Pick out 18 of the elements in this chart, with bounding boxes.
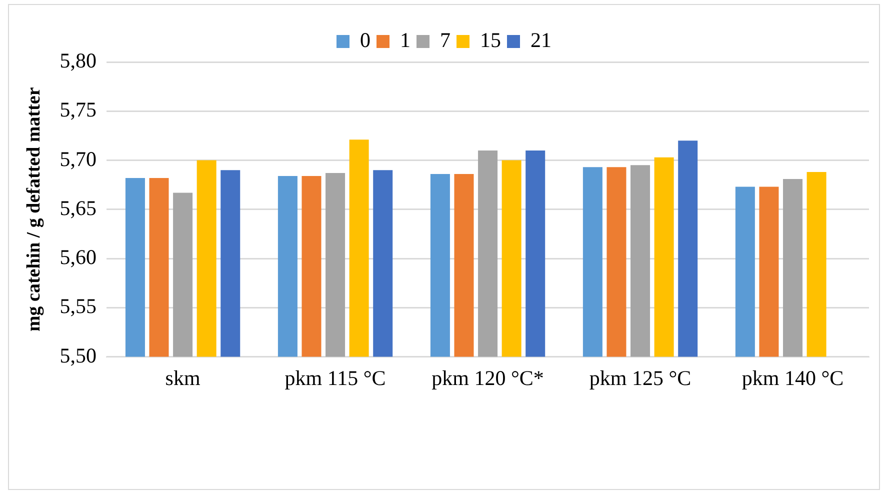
y-tick-label: 5,70 xyxy=(60,146,97,171)
x-tick-label: pkm 140 °C xyxy=(742,366,844,390)
legend-label: 1 xyxy=(400,28,410,52)
y-tick-label: 5,55 xyxy=(60,294,97,318)
y-tick-label: 5,75 xyxy=(60,98,97,122)
legend-label: 15 xyxy=(480,28,501,52)
y-tick-label: 5,65 xyxy=(60,196,97,220)
x-tick-label: skm xyxy=(165,366,200,390)
y-tick-label: 5,80 xyxy=(60,48,97,73)
x-tick-label: pkm 125 °C xyxy=(589,366,692,390)
legend-label: 7 xyxy=(440,28,450,52)
x-tick-label: pkm 115 °C xyxy=(284,366,386,390)
legend-label: 0 xyxy=(360,28,370,52)
legend-label: 21 xyxy=(530,28,552,52)
y-tick-label: 5,50 xyxy=(60,343,97,368)
y-axis-title: mg catehin / g defatted matter xyxy=(23,86,44,332)
x-tick-label: pkm 120 °C* xyxy=(432,366,544,390)
y-tick-label: 5,60 xyxy=(60,245,97,270)
